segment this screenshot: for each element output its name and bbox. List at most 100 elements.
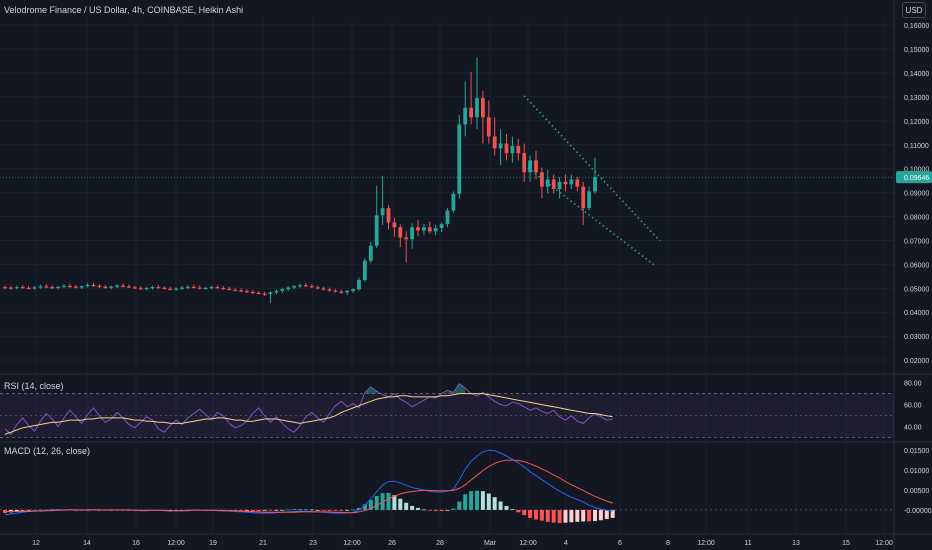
time-axis-label: 28 — [436, 540, 444, 547]
macd-line — [4, 449, 613, 516]
candle-body — [168, 288, 173, 290]
candle-body — [445, 210, 450, 225]
candle-body — [481, 98, 485, 118]
candle-body — [250, 291, 255, 294]
macd-histogram-bar — [250, 509, 255, 512]
macd-histogram-bar — [457, 501, 462, 510]
price-axis-label: 0.08000 — [904, 215, 929, 222]
time-axis-label: 12:00 — [519, 540, 537, 547]
candle-body — [233, 289, 237, 291]
macd-histogram-bar — [262, 509, 267, 511]
candle-body — [315, 287, 320, 289]
macd-histogram-bar — [534, 509, 538, 520]
time-axis-label: 21 — [259, 540, 267, 547]
candle-body — [221, 288, 226, 290]
candle-body — [345, 290, 350, 293]
candle-body — [528, 160, 532, 173]
candle-body — [197, 287, 202, 289]
candle-body — [475, 98, 479, 118]
candle-body — [109, 286, 114, 288]
candle-body — [280, 289, 285, 291]
trendline[interactable] — [523, 164, 655, 266]
macd-histogram-bar — [386, 492, 391, 510]
candle-body — [115, 285, 119, 287]
macd-histogram-bar — [368, 499, 373, 510]
candle-body — [351, 289, 355, 291]
candle-body — [457, 124, 462, 194]
currency-button[interactable]: USD — [902, 2, 926, 18]
candle-body — [587, 191, 591, 209]
price-axis-label: 0.03000 — [904, 334, 929, 341]
rsi-ma-line — [4, 393, 613, 435]
trendline[interactable] — [523, 95, 661, 242]
price-axis-label: 0.02000 — [904, 358, 929, 365]
macd-histogram-bar — [451, 508, 456, 510]
candle-body — [551, 179, 556, 190]
candle-body — [180, 287, 184, 289]
current-price-badge — [896, 171, 932, 184]
macd-histogram-bar — [475, 490, 479, 510]
macd-histogram-bar — [545, 509, 550, 522]
macd-histogram-bar — [563, 509, 568, 523]
macd-axis-label: 0.01500 — [904, 448, 929, 455]
price-axis-label: 0.13000 — [904, 95, 929, 102]
time-axis-label: Mar — [484, 540, 497, 547]
price-axis-label: 0.09000 — [904, 191, 929, 198]
candle-body — [498, 143, 503, 149]
macd-histogram-bar — [20, 509, 25, 511]
candle-body — [410, 227, 414, 240]
candle-body — [451, 193, 456, 211]
candle-body — [73, 286, 78, 288]
macd-histogram-bar — [445, 509, 450, 511]
time-axis-label: 26 — [388, 540, 396, 547]
candle-body — [292, 286, 296, 288]
candle-body — [386, 208, 391, 223]
macd-histogram-bar — [516, 509, 521, 513]
macd-histogram-bar — [398, 498, 403, 510]
macd-histogram-bar — [522, 509, 527, 516]
time-axis-label: 11 — [744, 540, 751, 547]
time-axis-label: 13 — [792, 540, 800, 547]
price-axis-label: 0.07000 — [904, 238, 929, 245]
candle-body — [304, 285, 308, 287]
macd-histogram-bar — [345, 509, 350, 511]
candle-body — [144, 288, 149, 290]
candle-body — [575, 179, 580, 187]
candle-body — [492, 136, 497, 149]
price-axis-label: 0.05000 — [904, 286, 929, 293]
candle-body — [20, 287, 25, 289]
price-axis-label: 0.06000 — [904, 262, 929, 269]
rsi-axis-label: 80.00 — [904, 381, 922, 388]
signal-line — [5, 459, 613, 514]
candle-body — [85, 284, 90, 287]
rsi-axis-label: 40.00 — [904, 425, 922, 432]
candle-body — [9, 287, 13, 289]
macd-histogram-bar — [374, 495, 379, 510]
candle-body — [44, 286, 49, 288]
macd-histogram-bar — [427, 509, 432, 511]
macd-indicator-title[interactable]: MACD (12, 26, close) — [4, 446, 91, 456]
candle-body — [333, 290, 338, 292]
macd-histogram-bar — [303, 509, 308, 510]
candle-body — [268, 292, 273, 295]
time-axis-label: 12:00 — [697, 540, 715, 547]
candle-body — [150, 287, 155, 289]
macd-histogram-bar — [14, 509, 19, 512]
candle-body — [522, 153, 527, 173]
candle-body — [581, 186, 586, 209]
candle-body — [209, 287, 214, 289]
candle-body — [256, 292, 261, 295]
candle-body — [404, 237, 409, 240]
macd-histogram-bar — [498, 501, 503, 510]
rsi-indicator-title[interactable]: RSI (14, close) — [4, 381, 64, 391]
candle-body — [162, 287, 167, 290]
candle-body — [339, 291, 344, 293]
macd-histogram-bar — [557, 509, 562, 524]
price-axis-label: 0.12000 — [904, 119, 929, 126]
candle-body — [593, 177, 597, 192]
macd-histogram-bar — [587, 509, 592, 522]
price-axis-label: 0.16000 — [904, 23, 929, 30]
price-axis-label: 0.14000 — [904, 71, 929, 78]
candle-body — [357, 279, 361, 290]
